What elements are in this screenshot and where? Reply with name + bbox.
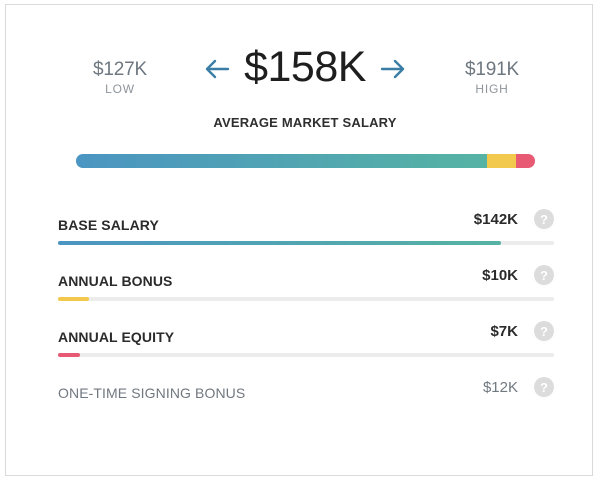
low-salary-label: LOW <box>105 82 135 96</box>
component-row-signing-bonus: ONE-TIME SIGNING BONUS $12K ? <box>58 367 554 423</box>
component-track <box>58 241 554 245</box>
component-value: $12K <box>482 379 518 396</box>
help-icon[interactable]: ? <box>534 265 554 285</box>
component-row-annual-bonus: ANNUAL BONUS $10K ? <box>58 255 554 311</box>
low-salary: $127K LOW <box>75 59 165 96</box>
help-icon[interactable]: ? <box>534 321 554 341</box>
total-bar-equity-segment <box>516 154 535 168</box>
salary-card: $127K LOW $158K $191K HIGH AVERAGE MARKE… <box>5 4 593 476</box>
high-salary-label: HIGH <box>475 82 509 96</box>
component-fill <box>58 297 90 301</box>
component-row-annual-equity: ANNUAL EQUITY $7K ? <box>58 311 554 367</box>
component-row-base-salary: BASE SALARY $142K ? <box>58 199 554 255</box>
low-salary-amount: $127K <box>93 59 147 80</box>
total-bar-base-segment <box>76 154 488 168</box>
component-fill <box>58 241 502 245</box>
arrow-right-icon <box>380 59 405 79</box>
next-arrow-button[interactable] <box>376 52 410 86</box>
component-name: ONE-TIME SIGNING BONUS <box>58 385 246 401</box>
component-track <box>58 353 554 357</box>
component-value: $142K <box>473 211 518 228</box>
average-salary-amount: $158K <box>244 43 366 91</box>
component-name: ANNUAL BONUS <box>58 273 173 289</box>
component-value: $10K <box>482 267 518 284</box>
high-salary: $191K HIGH <box>447 59 537 96</box>
prev-arrow-button[interactable] <box>200 52 234 86</box>
component-name: ANNUAL EQUITY <box>58 329 175 345</box>
help-icon[interactable]: ? <box>534 377 554 397</box>
total-compensation-bar <box>76 154 535 168</box>
arrow-left-icon <box>205 59 230 79</box>
average-salary-label: AVERAGE MARKET SALARY <box>213 115 397 130</box>
component-fill <box>58 353 80 357</box>
help-icon[interactable]: ? <box>534 209 554 229</box>
high-salary-amount: $191K <box>465 59 519 80</box>
component-track <box>58 297 554 301</box>
total-bar-bonus-segment <box>487 154 517 168</box>
component-value: $7K <box>490 323 518 340</box>
component-name: BASE SALARY <box>58 217 159 233</box>
